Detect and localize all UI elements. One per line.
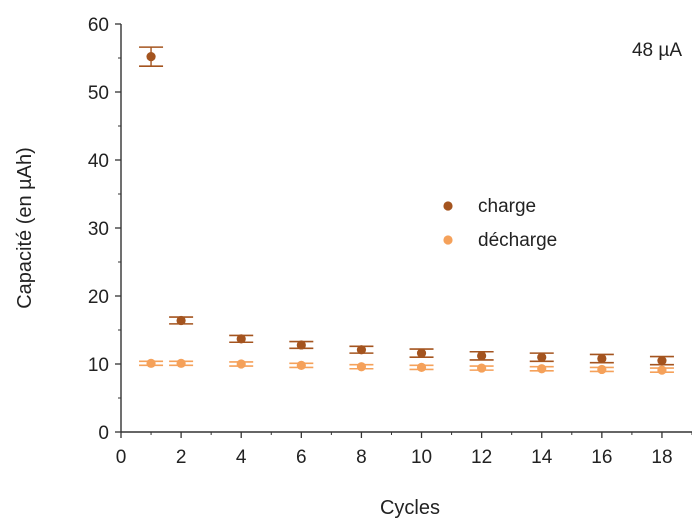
y-tick-label: 40: [88, 151, 109, 172]
series-charge: [139, 46, 674, 366]
x-axis-title: Cycles: [380, 497, 440, 519]
legend-label: décharge: [478, 230, 557, 251]
data-point: [356, 362, 367, 372]
data-point: [146, 52, 156, 62]
data-point: [356, 345, 367, 355]
y-tick-label: 20: [88, 287, 109, 308]
data-point: [416, 362, 427, 372]
legend-label: charge: [478, 196, 536, 217]
y-tick-label: 30: [88, 219, 109, 240]
data-point: [477, 363, 487, 373]
data-point: [477, 351, 487, 361]
x-tick-label: 12: [471, 447, 492, 468]
y-tick-label: 60: [88, 15, 109, 36]
y-tick-label: 50: [88, 83, 109, 104]
data-point: [236, 359, 246, 369]
x-tick-label: 16: [591, 447, 612, 468]
data-marks: [139, 46, 674, 375]
x-tick-label: 2: [176, 447, 187, 468]
series-decharge: [139, 358, 674, 375]
data-point: [657, 365, 667, 375]
x-tick-label: 10: [411, 447, 432, 468]
y-axis-title: Capacité (en µAh): [14, 147, 36, 309]
legend: charge décharge: [443, 196, 557, 251]
data-point: [537, 352, 547, 362]
legend-marker: [443, 235, 453, 245]
x-tick-label: 8: [356, 447, 367, 468]
y-tick-label: 10: [88, 355, 109, 376]
data-point: [296, 360, 306, 370]
data-point: [537, 364, 547, 374]
legend-marker: [443, 201, 453, 211]
data-point: [146, 358, 156, 368]
x-tick-label: 14: [531, 447, 553, 468]
x-tick-label: 4: [236, 447, 247, 468]
x-tick-label: 6: [296, 447, 307, 468]
data-point: [176, 358, 186, 368]
data-point: [416, 348, 427, 358]
data-point: [597, 364, 607, 375]
data-point: [657, 356, 667, 366]
current-annotation: 48 µA: [632, 40, 682, 61]
x-tick-label: 18: [651, 447, 672, 468]
x-tick-label: 0: [116, 447, 127, 468]
data-point: [236, 334, 246, 344]
y-tick-label: 0: [98, 423, 109, 444]
data-point: [597, 353, 607, 364]
data-point: [176, 315, 186, 326]
data-point: [296, 340, 306, 350]
ticks: 0 10 20 30 40 50 60 0 2 4 6 8 10 12 14 16 18: [88, 15, 692, 468]
